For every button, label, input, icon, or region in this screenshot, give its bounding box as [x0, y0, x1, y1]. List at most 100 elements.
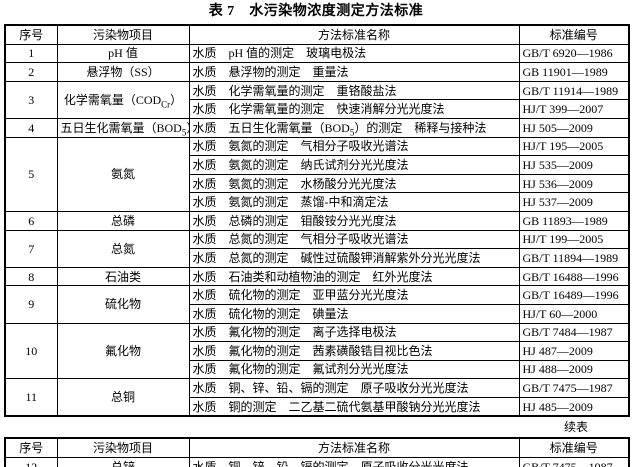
cell-method: 水质 总氮的测定 气相分子吸收光谱法 — [188, 229, 520, 250]
cell-pollutant: 总铜 — [56, 378, 190, 417]
cell-method: 水质 石油类和动植物油的测定 红外光度法 — [188, 266, 520, 287]
cell-code: HJ 505—2009 — [518, 117, 630, 138]
cell-pollutant: 五日生化需氧量（BOD5） — [56, 117, 190, 138]
method-text: 水质 五日生化需氧量（BOD — [192, 120, 350, 135]
methods-table: 序号 污染物项目 方法标准名称 标准编号 1 pH 值 水质 pH 值的测定 玻… — [4, 24, 630, 418]
table-row: 3 化学需氧量（CODCr） 水质 化学需氧量的测定 重铬酸盐法 GB/T 11… — [4, 80, 630, 119]
table-row: 5 氨氮 水质 氨氮的测定 气相分子吸收光谱法 HJ/T 195—2005 — [4, 136, 630, 212]
cell-code: GB/T 7484—1987 — [518, 322, 630, 343]
cell-code: HJ 536—2009 — [518, 173, 630, 194]
cell-method: 水质 五日生化需氧量（BOD5）的测定 稀释与接种法 — [188, 117, 520, 138]
cell-method: 水质 铜、锌、铅、镉的测定 原子吸收分光光度法 — [188, 378, 520, 398]
cell-no: 1 — [4, 43, 58, 64]
subscript: 5 — [181, 127, 187, 138]
cell-method: 水质 氟化物的测定 茜素磺酸锆目视比色法 — [188, 341, 520, 361]
cell-no: 11 — [4, 378, 58, 417]
cell-method: 水质 氟化物的测定 氟试剂分光光度法 — [188, 359, 520, 380]
header-code: 标准编号 — [518, 24, 630, 45]
pollutant-text: ） — [170, 92, 183, 107]
cell-code: HJ 485—2009 — [518, 396, 630, 417]
cell-code: GB 11901—1989 — [518, 62, 630, 82]
cell-pollutant: 总磷 — [56, 210, 190, 231]
table-row: 水质 总氮的测定 碱性过硫酸钾消解紫外分光光度法 GB/T 11894—1989 — [5, 248, 630, 268]
table-row: 9 硫化物 水质 硫化物的测定 亚甲蓝分光光度法 GB/T 16489—1996 — [4, 285, 630, 324]
cell-no: 12 — [4, 457, 58, 467]
pollutant-text: 化学需氧量（COD — [63, 92, 162, 107]
cell-code: HJ/T 199—2005 — [518, 229, 630, 250]
cell-pollutant: 悬浮物（SS） — [56, 62, 190, 82]
header-no: 序号 — [4, 24, 58, 45]
continued-label: 续表 — [563, 420, 588, 435]
cell-method: 水质 铜、锌、铅、镉的测定 原子吸收分光光度法 — [188, 457, 520, 467]
cell-code: GB/T 11914—1989 — [518, 80, 630, 101]
cell-no: 5 — [4, 136, 58, 212]
cell-method: 水质 氨氮的测定 水杨酸分光光度法 — [188, 173, 520, 194]
cell-code: GB/T 16488—1996 — [518, 266, 630, 287]
table-row: 1 pH 值 水质 pH 值的测定 玻璃电极法 GB/T 6920—1986 — [4, 43, 630, 64]
cell-pollutant: 石油类 — [56, 266, 190, 287]
cell-code: HJ 535—2009 — [518, 155, 630, 175]
cell-code: HJ 487—2009 — [518, 341, 630, 361]
cell-pollutant: 总氮 — [56, 229, 190, 268]
cell-method: 水质 铜的测定 二乙基二硫代氨基甲酸钠分光光度法 — [188, 396, 520, 417]
cell-pollutant: 化学需氧量（CODCr） — [56, 80, 190, 119]
cell-pollutant: 氟化物 — [56, 322, 190, 380]
table-row: 7 总氮 水质 总氮的测定 气相分子吸收光谱法 HJ/T 199—2005 — [4, 229, 630, 268]
table-row: 2 悬浮物（SS） 水质 悬浮物的测定 重量法 GB 11901—1989 — [4, 62, 630, 82]
table-row: 10 氟化物 水质 氟化物的测定 离子选择电极法 GB/T 7484—1987 — [4, 322, 630, 380]
cell-method: 水质 总磷的测定 钼酸铵分光光度法 — [188, 210, 520, 231]
cell-no: 9 — [4, 285, 58, 324]
cell-code: GB/T 16489—1996 — [518, 285, 630, 305]
cell-method: 水质 悬浮物的测定 重量法 — [188, 62, 520, 82]
table-row: 12 总锌 水质 铜、锌、铅、镉的测定 原子吸收分光光度法 GB/T 7475—… — [4, 457, 630, 467]
cell-code: GB/T 6920—1986 — [518, 43, 630, 64]
table-row: 水质 氨氮的测定 蒸馏-中和滴定法 HJ 537—2009 — [5, 192, 630, 212]
header-code: 标准编号 — [518, 437, 630, 459]
cell-code: HJ 488—2009 — [518, 359, 630, 380]
cell-method: 水质 化学需氧量的测定 快速消解分光光度法 — [188, 99, 520, 119]
table-row: 水质 铜的测定 二乙基二硫代氨基甲酸钠分光光度法 HJ 485—2009 — [5, 396, 630, 417]
cell-method: 水质 氟化物的测定 离子选择电极法 — [188, 322, 520, 343]
pollutant-text: 五日生化需氧量（BOD — [60, 120, 182, 135]
cell-method: 水质 硫化物的测定 碘量法 — [188, 303, 520, 324]
table-row: 11 总铜 水质 铜、锌、铅、镉的测定 原子吸收分光光度法 GB/T 7475—… — [4, 378, 630, 417]
cell-no: 6 — [4, 210, 58, 231]
cell-no: 4 — [4, 117, 58, 138]
cell-method: 水质 硫化物的测定 亚甲蓝分光光度法 — [188, 285, 520, 305]
cell-pollutant: 氨氮 — [56, 136, 190, 212]
cell-code: GB/T 7475—1987 — [518, 457, 630, 467]
cell-method: 水质 氨氮的测定 蒸馏-中和滴定法 — [188, 192, 520, 212]
header-no: 序号 — [4, 437, 58, 459]
cell-code: HJ/T 60—2000 — [518, 303, 630, 324]
table-row: 水质 化学需氧量的测定 快速消解分光光度法 HJ/T 399—2007 — [5, 99, 630, 119]
cell-method: 水质 氨氮的测定 气相分子吸收光谱法 — [188, 136, 520, 157]
cell-code: GB 11893—1989 — [518, 210, 630, 231]
cell-no: 7 — [4, 229, 58, 268]
table-row: 水质 氨氮的测定 水杨酸分光光度法 HJ 536—2009 — [5, 173, 630, 194]
methods-table-continued: 序号 污染物项目 方法标准名称 标准编号 12 总锌 水质 铜、锌、铅、镉的测定… — [4, 437, 630, 467]
method-text: ）的测定 稀释与接种法 — [354, 120, 487, 135]
cell-code: HJ/T 399—2007 — [518, 99, 630, 119]
header-pollutant: 污染物项目 — [56, 437, 190, 459]
cell-pollutant: 硫化物 — [56, 285, 190, 324]
table-row: 8 石油类 水质 石油类和动植物油的测定 红外光度法 GB/T 16488—19… — [4, 266, 630, 287]
header-method: 方法标准名称 — [188, 24, 520, 45]
cell-pollutant: 总锌 — [56, 457, 190, 467]
subscript: 5 — [349, 127, 355, 138]
cell-method: 水质 化学需氧量的测定 重铬酸盐法 — [188, 80, 520, 101]
cell-no: 10 — [4, 322, 58, 380]
table-row: 水质 硫化物的测定 碘量法 HJ/T 60—2000 — [5, 303, 630, 324]
table-row: 水质 氟化物的测定 氟试剂分光光度法 HJ 488—2009 — [5, 359, 630, 380]
cell-no: 3 — [4, 80, 58, 119]
cell-code: GB/T 7475—1987 — [518, 378, 630, 398]
table-title: 表 7 水污染物浓度测定方法标准 — [208, 4, 424, 19]
cell-method: 水质 总氮的测定 碱性过硫酸钾消解紫外分光光度法 — [188, 248, 520, 268]
table-row: 水质 氟化物的测定 茜素磺酸锆目视比色法 HJ 487—2009 — [5, 341, 630, 361]
header-method: 方法标准名称 — [188, 437, 520, 459]
table-row: 6 总磷 水质 总磷的测定 钼酸铵分光光度法 GB 11893—1989 — [4, 210, 630, 231]
cell-no: 8 — [4, 266, 58, 287]
cell-code: HJ 537—2009 — [518, 192, 630, 212]
cell-method: 水质 pH 值的测定 玻璃电极法 — [188, 43, 520, 64]
header-row: 序号 污染物项目 方法标准名称 标准编号 — [4, 437, 630, 459]
